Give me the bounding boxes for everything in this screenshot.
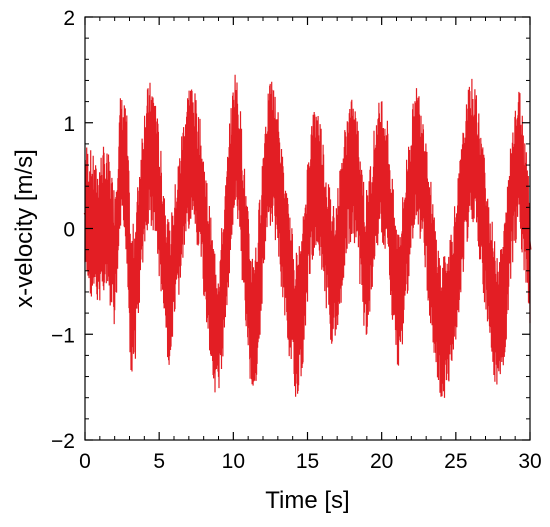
y-tick-label: 1	[63, 113, 75, 136]
y-tick-label: 2	[63, 7, 75, 30]
x-tick-label: 15	[296, 450, 319, 473]
x-tick-label: 20	[370, 450, 393, 473]
x-tick-label: 5	[153, 450, 165, 473]
plot-area	[83, 74, 532, 398]
y-tick-label: −2	[51, 430, 75, 453]
y-tick-label: 0	[63, 219, 75, 242]
axis-ticks: 0 5 10 15 20 25 30 −2 −1 0 1 2	[51, 7, 542, 473]
y-tick-label: −1	[51, 324, 75, 347]
x-axis-label: Time [s]	[265, 487, 349, 514]
y-axis-label: x-velocity [m/s]	[11, 149, 38, 308]
x-tick-label: 30	[518, 450, 541, 473]
plot-frame	[84, 16, 531, 441]
x-tick-label: 25	[444, 450, 467, 473]
x-tick-label: 10	[222, 450, 245, 473]
series-signal-0	[84, 74, 531, 398]
x-tick-label: 0	[79, 450, 91, 473]
